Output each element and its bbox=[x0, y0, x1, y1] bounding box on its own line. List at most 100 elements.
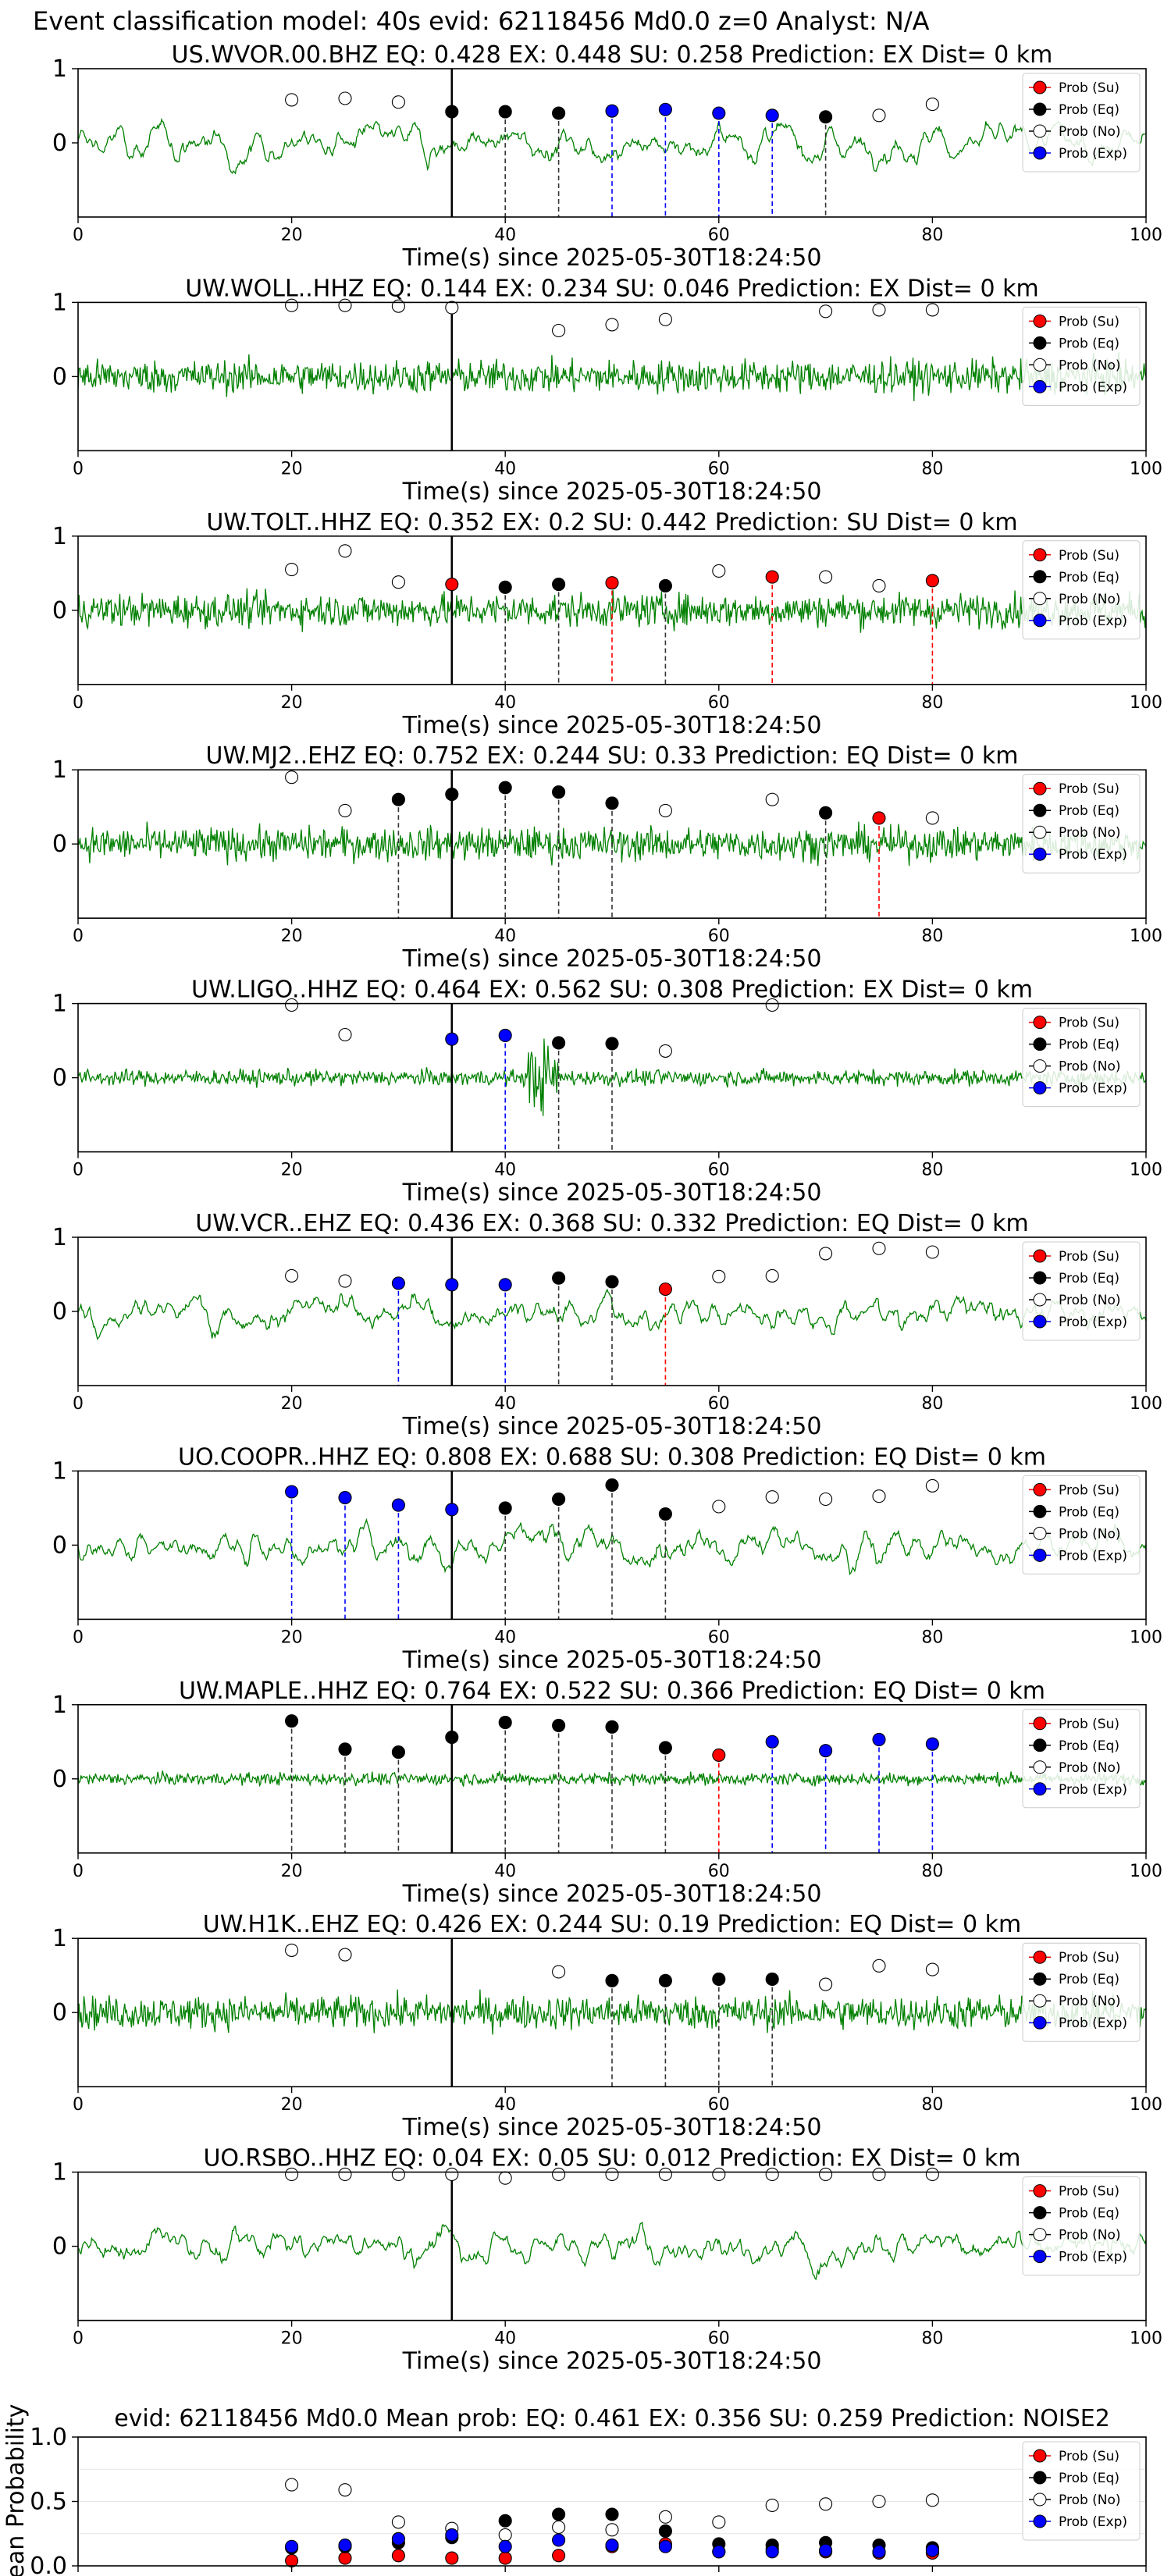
x-tick-label: 80 bbox=[921, 927, 943, 946]
probability-marker bbox=[338, 1948, 352, 1962]
station-panel: UW.VCR..EHZ EQ: 0.436 EX: 0.368 SU: 0.33… bbox=[52, 1210, 1162, 1440]
mean-marker-no bbox=[712, 2515, 726, 2529]
legend-box bbox=[1022, 1475, 1141, 1574]
y-tick-label: 1 bbox=[52, 756, 67, 784]
x-tick-label: 80 bbox=[921, 1394, 943, 1414]
mean-marker-eq bbox=[552, 2507, 566, 2521]
x-tick-label: 60 bbox=[708, 1628, 730, 1647]
probability-marker bbox=[658, 1973, 672, 1987]
legend-label-eq: Prob (Eq) bbox=[1059, 1037, 1119, 1053]
legend-box bbox=[1022, 2441, 1141, 2541]
legend-label-su: Prob (Su) bbox=[1059, 781, 1119, 797]
probability-marker bbox=[498, 1028, 512, 1042]
waveform-trace bbox=[77, 1770, 1147, 1788]
x-tick-label: 60 bbox=[708, 1161, 730, 1180]
legend-box bbox=[1022, 1008, 1141, 1108]
legend-box bbox=[1022, 2176, 1141, 2276]
x-tick-label: 0 bbox=[73, 1628, 84, 1647]
y-tick-label: 1 bbox=[52, 991, 67, 1018]
x-tick-label: 60 bbox=[708, 693, 730, 713]
x-tick-label: 60 bbox=[708, 1394, 730, 1414]
probability-marker bbox=[658, 803, 672, 817]
waveform-trace bbox=[77, 821, 1147, 866]
x-tick-label: 0 bbox=[73, 2095, 84, 2115]
probability-marker bbox=[445, 1278, 459, 1292]
probability-marker bbox=[445, 2167, 459, 2181]
x-tick-label: 80 bbox=[921, 2329, 943, 2349]
mean-marker-exp bbox=[872, 2545, 886, 2559]
panel-title: UW.MJ2..EHZ EQ: 0.752 EX: 0.244 SU: 0.33… bbox=[206, 742, 1019, 770]
probability-marker bbox=[872, 578, 886, 593]
probability-marker bbox=[338, 1274, 352, 1288]
y-tick-label: 0 bbox=[52, 363, 67, 390]
mean-marker-no bbox=[872, 2494, 886, 2509]
probability-marker bbox=[285, 2167, 299, 2181]
legend-marker-no bbox=[1033, 2228, 1047, 2242]
legend-marker-eq bbox=[1033, 1972, 1047, 1986]
x-tick-label: 20 bbox=[281, 2329, 303, 2349]
x-tick-label: 20 bbox=[281, 459, 303, 479]
panel-title: US.WVOR.00.BHZ EQ: 0.428 EX: 0.448 SU: 0… bbox=[172, 41, 1053, 69]
legend-label-exp: Prob (Exp) bbox=[1059, 1548, 1127, 1564]
x-tick-label: 40 bbox=[494, 1161, 516, 1180]
legend-box bbox=[1022, 1709, 1141, 1809]
probability-marker bbox=[925, 1962, 939, 1976]
probability-marker bbox=[552, 1965, 566, 1979]
probability-marker bbox=[819, 1744, 833, 1758]
mean-marker-su bbox=[498, 2551, 512, 2565]
y-tick-label: 0 bbox=[52, 597, 67, 624]
x-tick-label: 80 bbox=[921, 459, 943, 479]
mean-marker-exp bbox=[391, 2532, 405, 2546]
y-axis-label: Mean Probability bbox=[2, 2404, 30, 2576]
probability-marker bbox=[445, 577, 459, 592]
x-tick-label: 100 bbox=[1130, 2095, 1162, 2115]
legend-marker-no bbox=[1033, 2492, 1047, 2507]
probability-marker bbox=[819, 110, 833, 124]
panel-title: UW.LIGO..HHZ EQ: 0.464 EX: 0.562 SU: 0.3… bbox=[191, 977, 1033, 1004]
probability-marker bbox=[765, 2167, 779, 2181]
legend-label-eq: Prob (Eq) bbox=[1059, 1738, 1119, 1754]
legend-marker-exp bbox=[1033, 1315, 1047, 1329]
x-tick-label: 40 bbox=[494, 693, 516, 713]
x-tick-label: 40 bbox=[494, 226, 516, 245]
legend-marker-eq bbox=[1033, 570, 1047, 584]
probability-marker bbox=[391, 1745, 405, 1759]
legend-label-exp: Prob (Exp) bbox=[1059, 847, 1127, 863]
mean-marker-exp bbox=[765, 2545, 779, 2559]
legend-label-su: Prob (Su) bbox=[1059, 1717, 1119, 1732]
legend-label-eq: Prob (Eq) bbox=[1059, 2471, 1119, 2486]
legend-marker-no bbox=[1033, 1293, 1047, 1307]
probability-marker bbox=[925, 811, 939, 825]
x-tick-label: 40 bbox=[494, 2574, 516, 2576]
legend-label-no: Prob (No) bbox=[1059, 2492, 1121, 2508]
mean-marker-no bbox=[552, 2520, 566, 2535]
probability-marker bbox=[658, 312, 672, 326]
x-axis-label: Time(s) since 2025-05-30T18:24:50 bbox=[402, 478, 822, 505]
legend-label-exp: Prob (Exp) bbox=[1059, 146, 1127, 162]
probability-marker bbox=[819, 1977, 833, 1991]
mean-marker-no bbox=[819, 2497, 833, 2511]
legend-label-eq: Prob (Eq) bbox=[1059, 1504, 1119, 1520]
legend-label-eq: Prob (Eq) bbox=[1059, 803, 1119, 819]
probability-marker bbox=[338, 298, 352, 312]
x-tick-label: 20 bbox=[281, 927, 303, 946]
station-panel: UW.WOLL..HHZ EQ: 0.144 EX: 0.234 SU: 0.0… bbox=[52, 275, 1162, 505]
probability-marker bbox=[552, 1271, 566, 1285]
probability-marker bbox=[391, 299, 405, 313]
legend-marker-su bbox=[1033, 80, 1047, 94]
x-tick-label: 60 bbox=[708, 2574, 730, 2576]
probability-marker bbox=[765, 109, 779, 123]
probability-marker bbox=[338, 2167, 352, 2181]
probability-marker bbox=[338, 1491, 352, 1505]
legend-marker-su bbox=[1033, 781, 1047, 795]
mean-marker-exp bbox=[925, 2543, 939, 2557]
legend-marker-eq bbox=[1033, 1738, 1047, 1752]
legend-marker-no bbox=[1033, 1059, 1047, 1073]
legend-label-no: Prob (No) bbox=[1059, 592, 1121, 607]
probability-marker bbox=[765, 1268, 779, 1283]
probability-marker bbox=[338, 1742, 352, 1756]
legend-label-su: Prob (Su) bbox=[1059, 1249, 1119, 1265]
probability-marker bbox=[285, 1268, 299, 1283]
x-tick-label: 40 bbox=[494, 1394, 516, 1414]
panel-title: UW.H1K..EHZ EQ: 0.426 EX: 0.244 SU: 0.19… bbox=[203, 1911, 1021, 1938]
